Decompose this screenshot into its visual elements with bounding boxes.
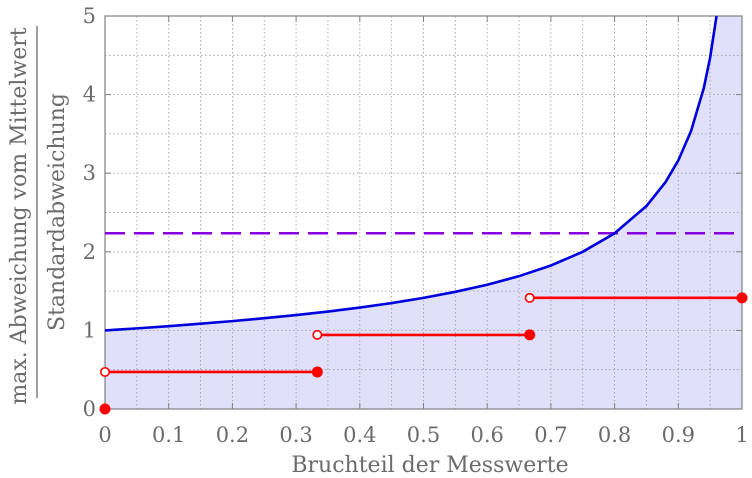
curve-line: [104, 15, 718, 332]
x-axis-title: Bruchteil der Messwerte: [291, 453, 568, 478]
y-axis-title-denominator: Standardabweichung: [45, 93, 70, 331]
y-tick-label: 1: [83, 318, 96, 342]
step-closed-endpoint: [311, 366, 323, 378]
step-closed-endpoint: [524, 329, 536, 341]
x-tick-label: 0.6: [470, 423, 503, 447]
x-tick-label: 0.2: [216, 423, 249, 447]
y-tick-label: 0: [83, 397, 96, 421]
x-tick-label: 0.1: [152, 423, 185, 447]
step-origin-point: [99, 403, 111, 415]
step-open-endpoint: [100, 366, 111, 377]
x-tick-label: 0.5: [407, 423, 440, 447]
step-open-endpoint: [524, 292, 535, 303]
x-tick-label: 0.4: [343, 423, 376, 447]
y-tick-label: 3: [83, 161, 96, 185]
step-segments: [99, 292, 748, 415]
x-tick-label: 0.7: [534, 423, 567, 447]
y-axis-title-numerator: max. Abweichung vom Mittelwert: [7, 27, 32, 404]
y-axis-ticks: 0 1 2 3 4 5: [83, 4, 742, 421]
x-tick-label: 0.8: [598, 423, 631, 447]
x-tick-label: 0: [98, 423, 111, 447]
y-tick-label: 5: [83, 4, 96, 28]
step-closed-endpoint: [736, 292, 748, 304]
x-tick-label: 1: [735, 423, 748, 447]
curve-area-fill: [105, 16, 742, 409]
x-axis-ticks: 0 0.1 0.2 0.3 0.4 0.5 0.6 0.7 0.8 0.9 1: [98, 16, 749, 447]
y-tick-label: 2: [83, 240, 96, 264]
x-tick-label: 0.3: [279, 423, 312, 447]
step-open-endpoint: [312, 329, 323, 340]
x-tick-label: 0.9: [662, 423, 695, 447]
y-tick-label: 4: [83, 83, 96, 107]
grid: [105, 16, 742, 409]
